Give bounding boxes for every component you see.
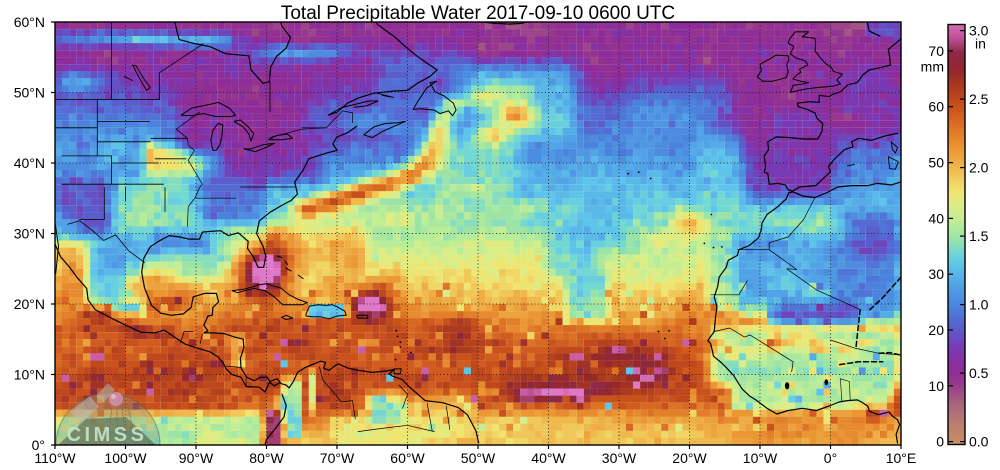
svg-text:Total Precipitable Water 2017: Total Precipitable Water 2017-09-10 0600… (281, 3, 675, 24)
